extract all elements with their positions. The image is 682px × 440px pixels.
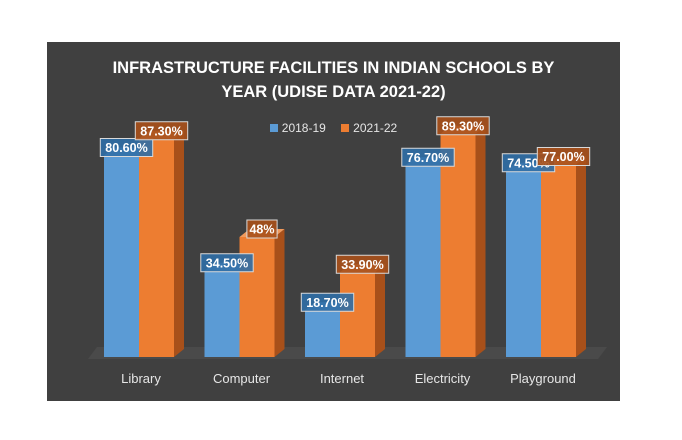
chart-title-line-2: YEAR (UDISE DATA 2021-22) (221, 83, 446, 101)
bar-side-internet-2021-22 (375, 264, 385, 357)
legend-swatch-2018-19 (269, 124, 278, 132)
category-label-playground: Playground (510, 371, 576, 386)
data-label-box-computer-2021-22 (246, 219, 278, 239)
bar-side-library-2021-22 (174, 130, 184, 357)
chart-title-line-1: INFRASTRUCTURE FACILITIES IN INDIAN SCHO… (112, 59, 555, 77)
data-label-electricity-2021-22: 89.30% (442, 119, 484, 133)
data-label-box-internet-2021-22 (335, 254, 390, 274)
data-label-box-internet-2018-19 (300, 292, 355, 312)
bar-electricity-2021-22 (440, 133, 476, 357)
data-label-library-2018-19: 80.60% (105, 141, 147, 155)
category-label-electricity: Electricity (415, 371, 471, 386)
data-label-internet-2018-19: 18.70% (306, 296, 348, 310)
data-label-box-electricity-2018-19 (401, 147, 455, 167)
legend-swatch-2021-22 (341, 124, 350, 132)
bar-internet-2018-19 (305, 310, 340, 357)
data-label-electricity-2018-19: 76.70% (407, 151, 449, 165)
data-label-playground-2021-22: 77.00% (542, 150, 584, 164)
data-label-computer-2018-19: 34.50% (206, 256, 248, 270)
bar-side-playground-2021-22 (576, 156, 586, 357)
bar-internet-2021-22 (340, 272, 375, 357)
bar-library-2018-19 (104, 155, 139, 357)
category-label-internet: Internet (320, 371, 364, 386)
bar-playground-2021-22 (541, 164, 576, 357)
bar-library-2021-22 (139, 138, 174, 357)
data-label-box-playground-2021-22 (536, 147, 591, 166)
bar-playground-2018-19 (506, 170, 541, 357)
chart-title: INFRASTRUCTURE FACILITIES IN INDIAN SCHO… (47, 56, 620, 104)
legend-label-2021-22: 2021-22 (353, 121, 398, 135)
bar-computer-2018-19 (204, 270, 240, 357)
data-label-internet-2021-22: 33.90% (341, 258, 383, 272)
bar-side-electricity-2021-22 (475, 125, 486, 357)
legend-item-2021-22: 2021-22 (341, 121, 397, 135)
data-label-box-library-2021-22 (134, 121, 189, 141)
data-label-computer-2021-22: 48% (249, 223, 274, 237)
category-label-library: Library (121, 371, 161, 386)
bar-side-computer-2021-22 (274, 229, 285, 357)
data-label-box-electricity-2021-22 (436, 116, 490, 136)
legend: 2018-19 2021-22 (47, 121, 620, 135)
legend-label-2018-19: 2018-19 (281, 121, 326, 135)
data-label-box-library-2018-19 (99, 138, 154, 157)
legend-item-2018-19: 2018-19 (269, 121, 326, 135)
data-label-box-computer-2018-19 (200, 253, 254, 273)
category-label-computer: Computer (213, 371, 271, 386)
data-label-library-2021-22: 87.30% (140, 124, 182, 138)
bar-electricity-2018-19 (405, 165, 441, 357)
